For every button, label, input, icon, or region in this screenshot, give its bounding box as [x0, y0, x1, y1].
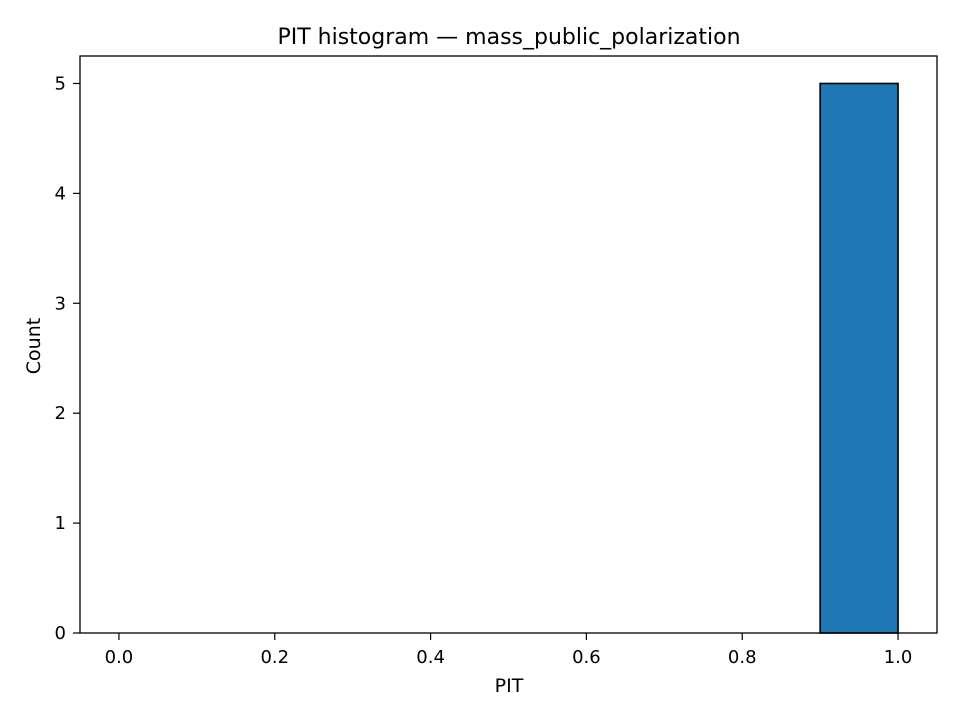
- histogram-bar-9: [819, 82, 899, 634]
- x-tick-label-3: 0.6: [572, 647, 601, 668]
- chart-title: PIT histogram — mass_public_polarization: [277, 25, 740, 50]
- x-tick-label-0: 0.0: [105, 647, 134, 668]
- y-tick-label-0: 0: [55, 623, 66, 644]
- x-tick-label-1: 0.2: [260, 647, 289, 668]
- x-tick-label-4: 0.8: [728, 647, 757, 668]
- x-tick-label-5: 1.0: [884, 647, 913, 668]
- y-tick-label-5: 5: [55, 73, 66, 94]
- y-tick-label-1: 1: [55, 513, 66, 534]
- x-axis-ticks: 0.0 0.2 0.4 0.6 0.8 1.0: [105, 633, 913, 668]
- histogram-bars: [819, 82, 899, 634]
- y-axis-ticks: 0 1 2 3 4 5: [55, 73, 80, 644]
- plot-frame: [79, 55, 938, 634]
- y-tick-label-4: 4: [55, 183, 66, 204]
- y-tick-label-2: 2: [55, 403, 66, 424]
- x-tick-label-2: 0.4: [416, 647, 445, 668]
- y-tick-label-3: 3: [55, 293, 66, 314]
- y-axis-label: Count: [23, 318, 45, 374]
- x-axis-label: PIT: [495, 675, 524, 697]
